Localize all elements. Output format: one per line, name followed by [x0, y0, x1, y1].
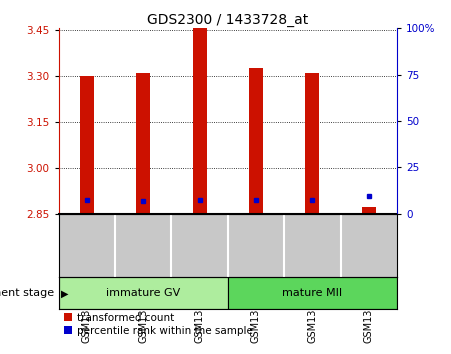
Text: ▶: ▶	[61, 289, 69, 298]
Bar	[249, 68, 263, 214]
Title: GDS2300 / 1433728_at: GDS2300 / 1433728_at	[147, 13, 308, 27]
Text: development stage: development stage	[0, 289, 54, 298]
Bar	[362, 207, 376, 214]
Text: immature GV: immature GV	[106, 289, 180, 298]
Text: mature MII: mature MII	[282, 289, 342, 298]
Bar	[59, 278, 228, 309]
Bar	[305, 73, 319, 214]
Legend: transformed count, percentile rank within the sample: transformed count, percentile rank withi…	[64, 313, 253, 336]
Bar	[228, 278, 397, 309]
Bar	[193, 28, 207, 214]
Bar	[136, 73, 150, 214]
Bar	[80, 76, 94, 214]
